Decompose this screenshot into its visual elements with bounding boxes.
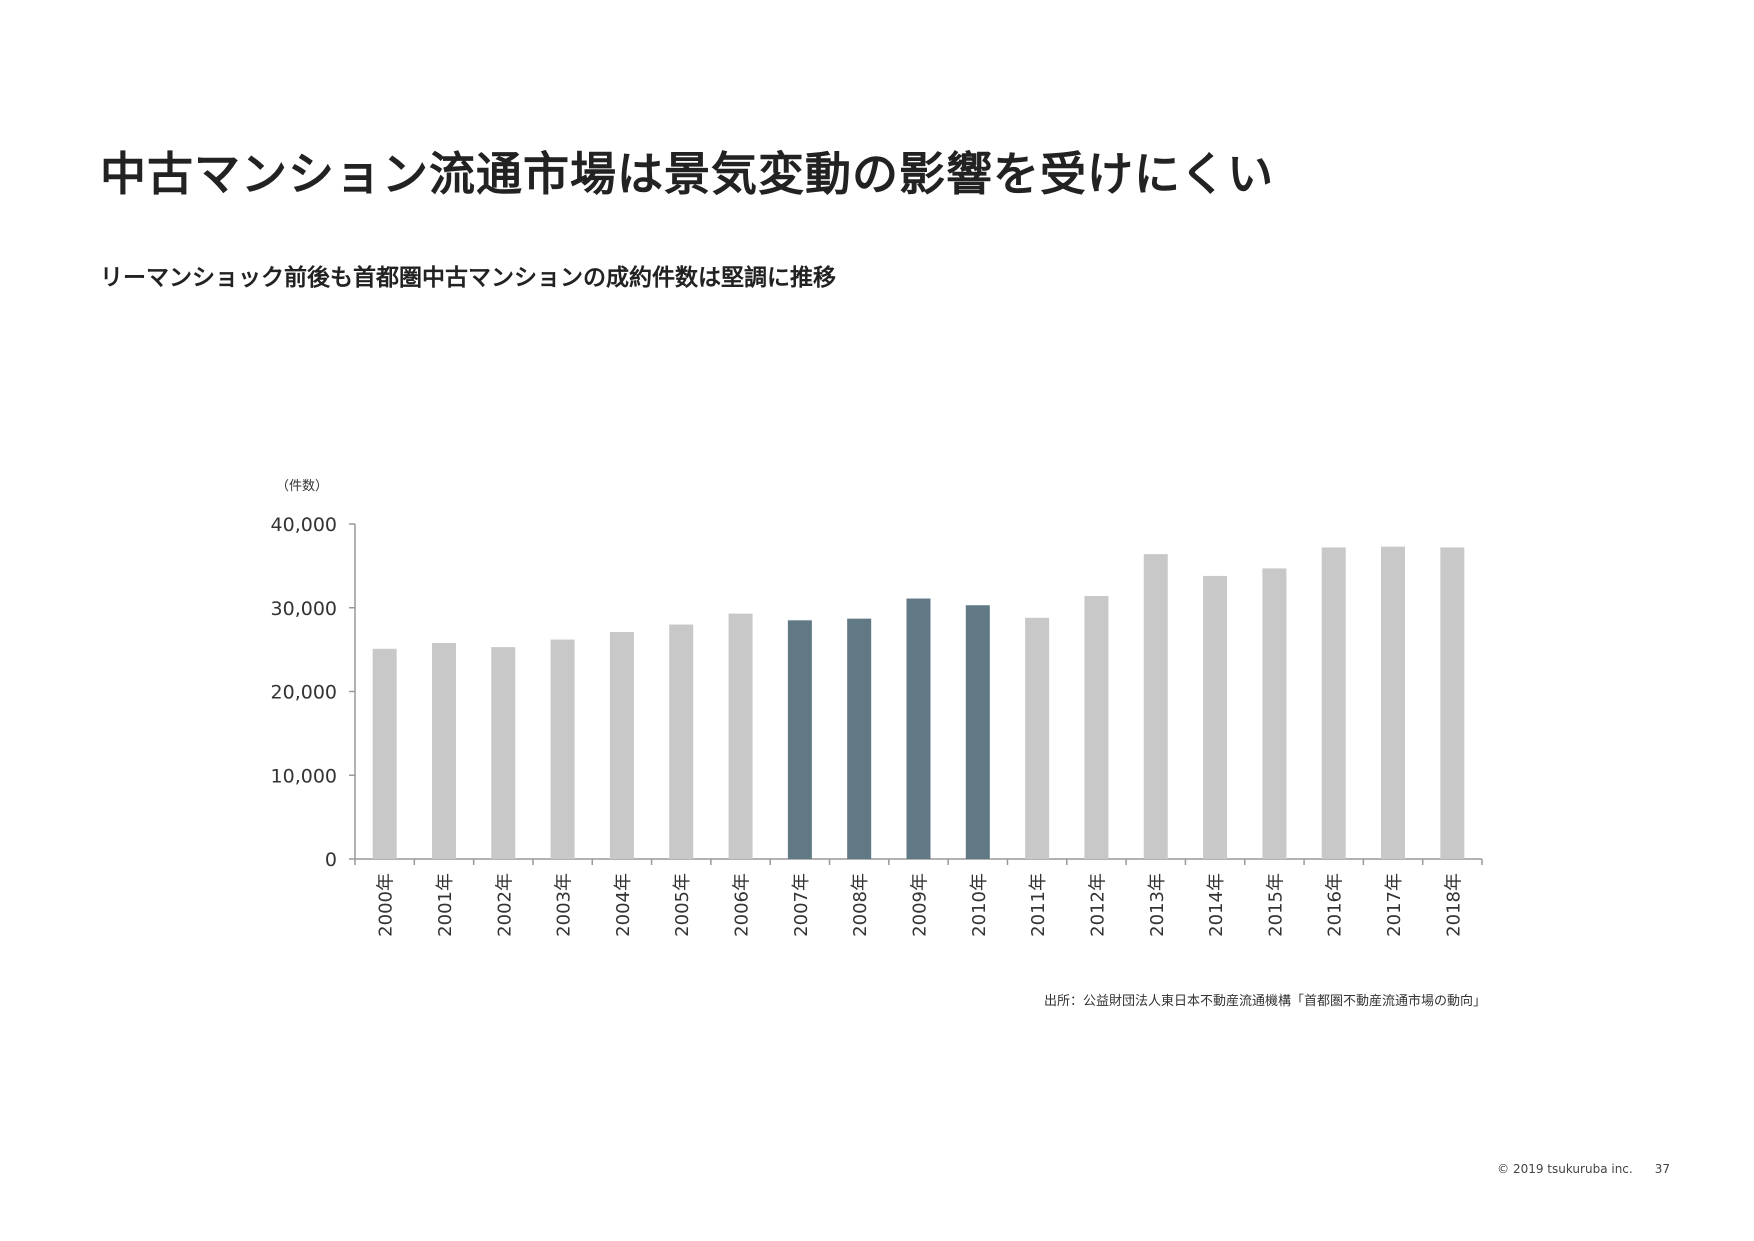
bar	[491, 647, 516, 859]
x-tick-label: 2000年	[376, 873, 397, 937]
x-tick-label: 2008年	[850, 873, 871, 937]
y-tick-label: 10,000	[271, 765, 337, 787]
x-tick-label: 2007年	[791, 873, 812, 937]
bar	[372, 648, 397, 859]
x-tick-label: 2009年	[910, 873, 931, 937]
copyright: © 2019 tsukuruba inc.	[1497, 1162, 1633, 1176]
bar	[1440, 547, 1465, 859]
footer: © 2019 tsukuruba inc. 37	[1497, 1162, 1670, 1176]
y-tick-label: 30,000	[271, 598, 337, 620]
bar	[965, 605, 990, 859]
bar	[1321, 547, 1346, 859]
y-axis-label: （件数）	[276, 479, 328, 494]
x-tick-label: 2003年	[554, 873, 575, 937]
x-tick-label: 2014年	[1206, 873, 1227, 937]
bar	[669, 624, 694, 859]
page-title: 中古マンション流通市場は景気変動の影響を受けにくい	[100, 147, 1275, 201]
x-tick-label: 2013年	[1147, 873, 1168, 937]
x-tick-label: 2011年	[1028, 873, 1049, 937]
bar	[906, 598, 931, 859]
y-tick-label: 0	[325, 849, 337, 871]
page-subtitle: リーマンショック前後も首都圏中古マンションの成約件数は堅調に推移	[100, 265, 836, 291]
x-tick-label: 2015年	[1265, 873, 1286, 937]
bar	[847, 618, 872, 859]
x-tick-label: 2012年	[1087, 873, 1108, 937]
bar	[1203, 575, 1228, 859]
x-tick-label: 2018年	[1443, 873, 1464, 937]
bar	[1143, 554, 1168, 859]
x-tick-label: 2001年	[435, 873, 456, 937]
source-note: 出所：公益財団法人東日本不動産流通機構「首都圏不動産流通市場の動向」	[1043, 994, 1486, 1009]
bar	[728, 613, 753, 859]
page-number: 37	[1654, 1162, 1670, 1176]
bar	[609, 632, 634, 859]
bar	[1025, 617, 1050, 859]
x-tick-label: 2005年	[672, 873, 693, 937]
y-tick-label: 40,000	[271, 514, 337, 536]
x-tick-label: 2017年	[1384, 873, 1405, 937]
x-tick-label: 2004年	[613, 873, 634, 937]
bar	[787, 620, 812, 859]
x-tick-label: 2002年	[494, 873, 515, 937]
x-tick-label: 2006年	[732, 873, 753, 937]
bar	[1084, 596, 1109, 859]
x-tick-label: 2016年	[1325, 873, 1346, 937]
bar	[550, 639, 575, 859]
bar	[431, 642, 456, 859]
bar	[1262, 568, 1287, 859]
bar	[1381, 546, 1406, 859]
y-tick-label: 20,000	[271, 682, 337, 704]
x-tick-label: 2010年	[969, 873, 990, 937]
